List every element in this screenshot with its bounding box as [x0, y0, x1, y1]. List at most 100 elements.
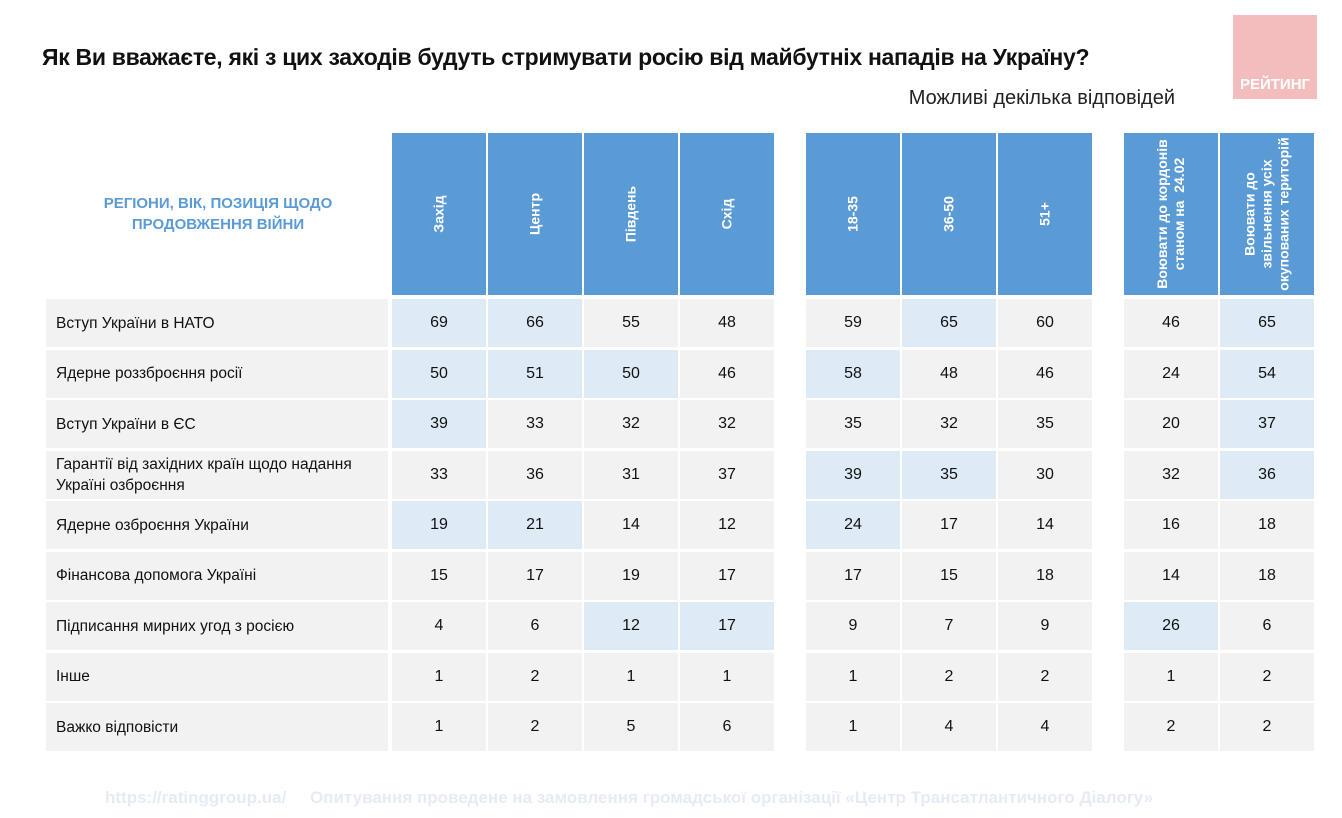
table-cell: 17 — [680, 551, 774, 600]
table-cell: 15 — [902, 551, 996, 600]
table-cell: 46 — [998, 349, 1092, 398]
column-header: Воювати до кордонів станом на 24.02 — [1124, 133, 1218, 295]
table-cell: 2 — [998, 652, 1092, 701]
table-cell: 32 — [902, 400, 996, 448]
row-label: Інше — [46, 652, 388, 701]
column-header: Воювати до звільнення усіх окупованих те… — [1220, 133, 1314, 295]
table-corner-label: РЕГІОНИ, ВІК, ПОЗИЦІЯ ЩОДО ПРОДОВЖЕННЯ В… — [103, 195, 333, 233]
logo-text: РЕЙТИНГ — [1239, 76, 1311, 93]
table-cell: 18 — [1220, 551, 1314, 600]
table-cell: 54 — [1220, 349, 1314, 398]
table-cell: 1 — [680, 652, 774, 701]
table-cell: 19 — [584, 551, 678, 600]
row-label: Фінансова допомога Україні — [46, 551, 388, 600]
table-cell: 46 — [1124, 299, 1218, 347]
column-header-label: Воювати до звільнення усіх окупованих те… — [1241, 137, 1292, 291]
footer-note: Опитування проведене на замовлення грома… — [309, 788, 1154, 807]
footer-url[interactable]: https://ratinggroup.ua/ — [105, 788, 287, 807]
table-cell: 6 — [680, 703, 774, 751]
column-header-label: 36-50 — [940, 196, 957, 232]
table-cell: 32 — [1124, 450, 1218, 499]
page-title: Як Ви вважаєте, які з цих заходів будуть… — [42, 44, 1090, 70]
column-header-label: Воювати до кордонів станом на 24.02 — [1154, 139, 1187, 289]
table-cell: 50 — [392, 349, 486, 398]
table-cell: 17 — [806, 551, 900, 600]
subtitle: Можливі декілька відповідей — [908, 87, 1175, 109]
table-cell: 33 — [392, 450, 486, 499]
table-cell: 69 — [392, 299, 486, 347]
table-cell: 14 — [1124, 551, 1218, 600]
row-label: Гарантії від західних країн щодо надання… — [46, 450, 388, 499]
table-cell: 31 — [584, 450, 678, 499]
table-cell: 21 — [488, 501, 582, 549]
table-cell: 46 — [680, 349, 774, 398]
table-cell: 6 — [1220, 602, 1314, 650]
table-cell: 20 — [1124, 400, 1218, 448]
table-cell: 33 — [488, 400, 582, 448]
table-cell: 35 — [998, 400, 1092, 448]
table-cell: 17 — [488, 551, 582, 600]
table-cell: 65 — [902, 299, 996, 347]
table-cell: 39 — [806, 450, 900, 499]
table-cell: 9 — [998, 602, 1092, 650]
table-cell: 60 — [998, 299, 1092, 347]
row-label: Важко відповісти — [46, 703, 388, 751]
table-cell: 2 — [488, 652, 582, 701]
table-cell: 1 — [1124, 652, 1218, 701]
table-cell: 32 — [680, 400, 774, 448]
table-cell: 58 — [806, 349, 900, 398]
table-cell: 36 — [1220, 450, 1314, 499]
table-cell: 12 — [680, 501, 774, 549]
table-cell: 14 — [998, 501, 1092, 549]
column-header-label: 51+ — [1036, 202, 1053, 226]
table-cell: 35 — [806, 400, 900, 448]
column-header: Південь — [584, 133, 678, 295]
table-cell: 18 — [998, 551, 1092, 600]
table-cell: 24 — [806, 501, 900, 549]
row-label: Вступ України в ЄС — [46, 400, 388, 448]
row-label: Підписання мирних угод з росією — [46, 602, 388, 650]
table-cell: 1 — [806, 652, 900, 701]
table-cell: 59 — [806, 299, 900, 347]
table-cell: 18 — [1220, 501, 1314, 549]
table-cell: 30 — [998, 450, 1092, 499]
footer: https://ratinggroup.ua/ Опитування прове… — [105, 788, 1153, 808]
table-cell: 50 — [584, 349, 678, 398]
table-cell: 24 — [1124, 349, 1218, 398]
table-cell: 32 — [584, 400, 678, 448]
column-header: Схід — [680, 133, 774, 295]
table-cell: 2 — [1124, 703, 1218, 751]
column-header-label: Захід — [430, 195, 447, 233]
table-cell: 35 — [902, 450, 996, 499]
table-cell: 4 — [392, 602, 486, 650]
table-cell: 6 — [488, 602, 582, 650]
table-cell: 65 — [1220, 299, 1314, 347]
table-cell: 17 — [902, 501, 996, 549]
column-header-label: 18-35 — [844, 196, 861, 232]
column-header-label: Схід — [718, 198, 735, 230]
rating-logo: РЕЙТИНГ — [1233, 15, 1317, 99]
table-cell: 4 — [902, 703, 996, 751]
table-cell: 48 — [902, 349, 996, 398]
table-cell: 51 — [488, 349, 582, 398]
table-cell: 2 — [902, 652, 996, 701]
column-header: Захід — [392, 133, 486, 295]
table-cell: 1 — [392, 652, 486, 701]
column-header: 36-50 — [902, 133, 996, 295]
table-cell: 39 — [392, 400, 486, 448]
table-cell: 5 — [584, 703, 678, 751]
table-cell: 48 — [680, 299, 774, 347]
column-header-label: Південь — [622, 185, 639, 243]
row-label: Ядерне озброєння України — [46, 501, 388, 549]
table-cell: 19 — [392, 501, 486, 549]
table-cell: 55 — [584, 299, 678, 347]
table-cell: 36 — [488, 450, 582, 499]
column-header: 51+ — [998, 133, 1092, 295]
table-cell: 2 — [1220, 652, 1314, 701]
table-cell: 15 — [392, 551, 486, 600]
table-cell: 1 — [584, 652, 678, 701]
column-header-label: Центр — [526, 192, 543, 236]
table-cell: 37 — [680, 450, 774, 499]
table-cell: 4 — [998, 703, 1092, 751]
row-label: Ядерне роззброєння росії — [46, 349, 388, 398]
